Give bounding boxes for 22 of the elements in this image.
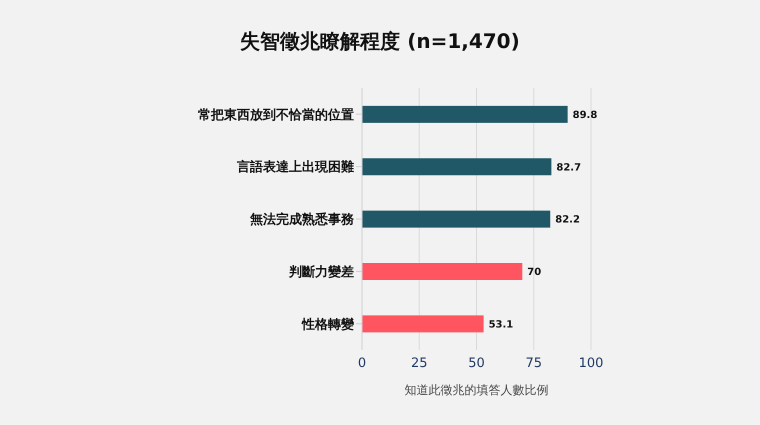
y-tick-label: 常把東西放到不恰當的位置: [198, 108, 354, 123]
y-tick-label: 無法完成熟悉事務: [249, 212, 355, 228]
chart-title: 失智徵兆瞭解程度 (n=1,470): [239, 28, 521, 55]
data-label: 82.7: [556, 162, 582, 174]
x-tick-label: 50: [468, 356, 485, 372]
data-label: 89.8: [572, 110, 598, 121]
bar: [362, 158, 552, 176]
data-label: 70: [527, 267, 542, 278]
x-tick-label: 25: [410, 356, 428, 372]
x-tick-label: 75: [525, 356, 542, 372]
x-tick-label: 100: [578, 356, 604, 372]
bar: [362, 263, 522, 280]
x-tick-label: 0: [358, 356, 366, 372]
bar: [362, 106, 568, 123]
y-tick-label: 言語表達上出現困難: [236, 159, 354, 176]
bar: [362, 315, 484, 332]
y-tick-label: 判斷力變差: [288, 264, 354, 280]
data-label: 53.1: [488, 319, 514, 330]
x-axis-title: 知道此徵兆的填答人數比例: [404, 383, 548, 397]
y-tick-label: 性格轉變: [301, 316, 355, 332]
data-label: 82.2: [555, 214, 580, 226]
bar: [362, 210, 550, 228]
